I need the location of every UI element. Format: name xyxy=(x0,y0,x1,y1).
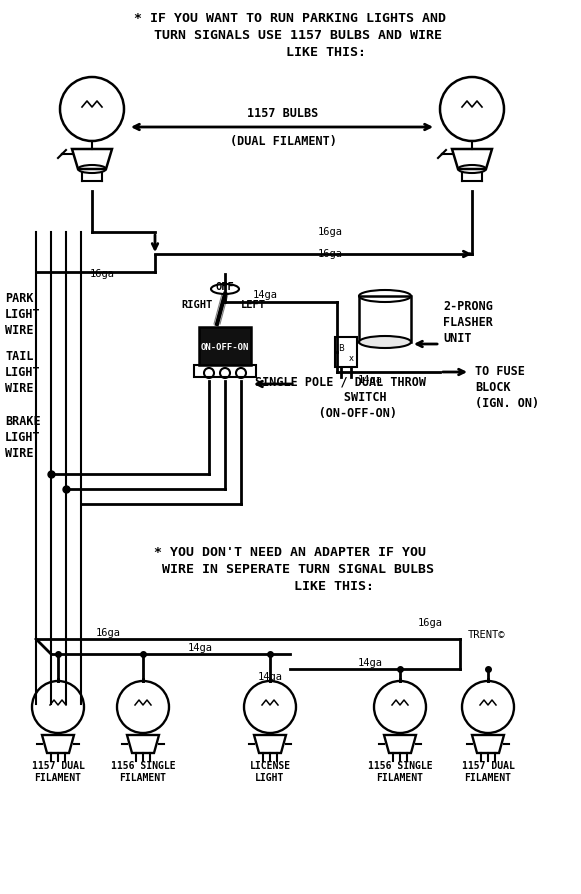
Bar xyxy=(194,366,256,377)
Text: 1157 DUAL
FILAMENT: 1157 DUAL FILAMENT xyxy=(461,760,514,782)
Bar xyxy=(199,327,251,366)
Text: 16ga: 16ga xyxy=(90,269,115,279)
Text: 14ga: 14ga xyxy=(257,671,282,681)
Text: OFF: OFF xyxy=(216,282,234,291)
Text: TRENT©: TRENT© xyxy=(468,629,505,639)
Text: x: x xyxy=(349,353,353,362)
Bar xyxy=(359,297,411,342)
Text: 1156 SINGLE
FILAMENT: 1156 SINGLE FILAMENT xyxy=(111,760,175,782)
Text: (DUAL FILAMENT): (DUAL FILAMENT) xyxy=(229,135,336,148)
Text: BRAKE
LIGHT
WIRE: BRAKE LIGHT WIRE xyxy=(5,415,41,460)
Text: ON-OFF-ON: ON-OFF-ON xyxy=(201,342,249,351)
Text: 16ga: 16ga xyxy=(317,227,343,237)
Text: 14ga: 14ga xyxy=(357,657,382,667)
Text: 2-PRONG
FLASHER
UNIT: 2-PRONG FLASHER UNIT xyxy=(443,299,493,344)
Text: 14ga: 14ga xyxy=(357,375,382,384)
Text: LICENSE
LIGHT: LICENSE LIGHT xyxy=(249,760,290,782)
Text: * IF YOU WANT TO RUN PARKING LIGHTS AND
  TURN SIGNALS USE 1157 BULBS AND WIRE
 : * IF YOU WANT TO RUN PARKING LIGHTS AND … xyxy=(134,12,446,59)
Text: PARK
LIGHT
WIRE: PARK LIGHT WIRE xyxy=(5,291,41,337)
Text: B: B xyxy=(338,343,344,352)
Text: SINGLE POLE / DUAL THROW
       SWITCH
     (ON-OFF-ON): SINGLE POLE / DUAL THROW SWITCH (ON-OFF-… xyxy=(254,375,425,419)
Text: 16ga: 16ga xyxy=(418,618,443,628)
Bar xyxy=(335,338,357,367)
Text: RIGHT: RIGHT xyxy=(181,299,213,309)
Text: 14ga: 14ga xyxy=(188,642,213,653)
Text: 1156 SINGLE
FILAMENT: 1156 SINGLE FILAMENT xyxy=(368,760,432,782)
Text: 16ga: 16ga xyxy=(317,249,343,258)
Text: 1157 BULBS: 1157 BULBS xyxy=(248,107,318,120)
Text: 16ga: 16ga xyxy=(96,628,121,637)
Text: TAIL
LIGHT
WIRE: TAIL LIGHT WIRE xyxy=(5,350,41,394)
Text: 14ga: 14ga xyxy=(253,290,278,299)
Ellipse shape xyxy=(359,337,411,349)
Text: 1157 DUAL
FILAMENT: 1157 DUAL FILAMENT xyxy=(31,760,84,782)
Text: LEFT: LEFT xyxy=(241,299,266,309)
Text: TO FUSE
BLOCK
(IGN. ON): TO FUSE BLOCK (IGN. ON) xyxy=(475,365,539,409)
Text: * YOU DON'T NEED AN ADAPTER IF YOU
  WIRE IN SEPERATE TURN SIGNAL BULBS
        : * YOU DON'T NEED AN ADAPTER IF YOU WIRE … xyxy=(146,545,434,593)
